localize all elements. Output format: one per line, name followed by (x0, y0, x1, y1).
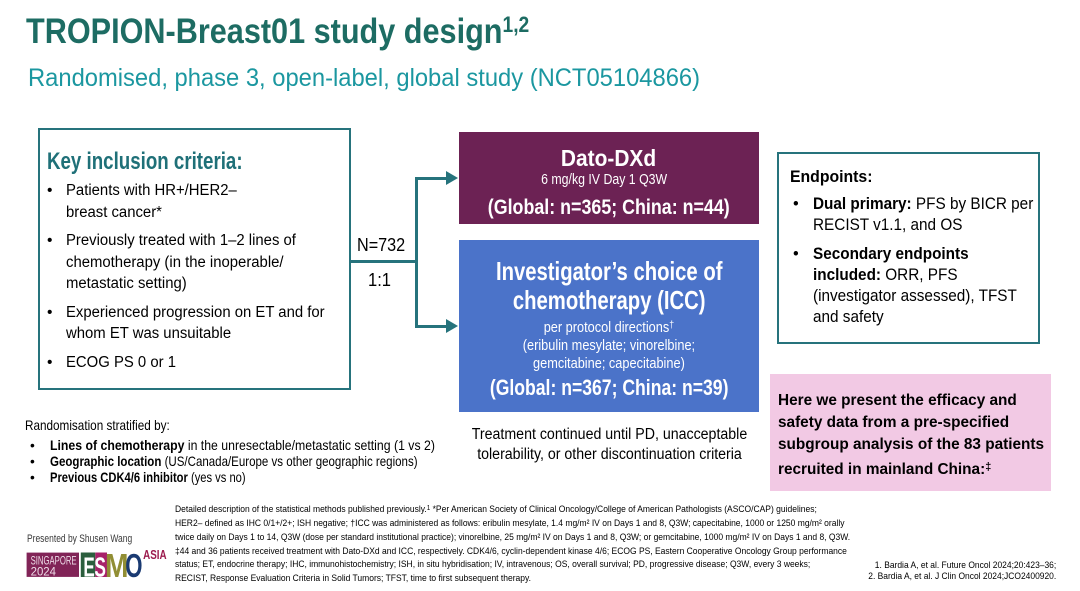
svg-text:2024: 2024 (31, 564, 57, 578)
svg-text:ASIA: ASIA (143, 549, 167, 562)
svg-text:O: O (125, 549, 142, 583)
svg-text:E: E (83, 551, 94, 582)
svg-text:M: M (105, 549, 129, 583)
svg-text:SINGAPORE: SINGAPORE (31, 553, 77, 567)
svg-text:S: S (94, 551, 106, 582)
